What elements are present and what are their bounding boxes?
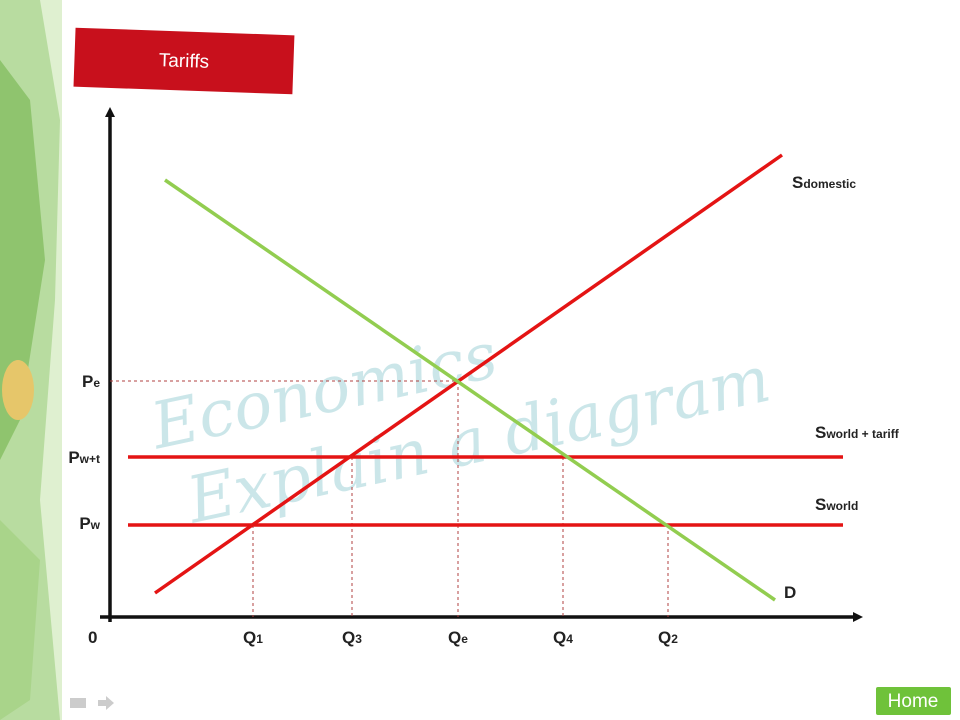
decoration bbox=[0, 0, 62, 720]
label-sub: e bbox=[461, 632, 468, 646]
button-label[interactable]: Home bbox=[888, 691, 939, 712]
label-sub: domestic bbox=[803, 177, 856, 191]
axis-label: Q4 bbox=[553, 628, 573, 647]
label-sub: world bbox=[825, 499, 858, 513]
label-sub: 4 bbox=[566, 632, 573, 646]
label-main: Q bbox=[342, 628, 355, 647]
curve-label: Sdomestic bbox=[792, 173, 856, 192]
label-main: P bbox=[68, 448, 79, 467]
label-main: Q bbox=[243, 628, 256, 647]
title: Tariffs bbox=[158, 50, 209, 73]
label-main: S bbox=[815, 495, 826, 514]
axis-label: Pw bbox=[79, 514, 100, 533]
label-sub: w+t bbox=[79, 452, 100, 466]
axis-label: Qe bbox=[448, 628, 468, 647]
home-button[interactable]: Home bbox=[874, 685, 953, 717]
curve-label: Sworld bbox=[815, 495, 858, 514]
demand-curve bbox=[164, 178, 776, 602]
curve-label: D bbox=[784, 583, 796, 602]
label-main: S bbox=[815, 423, 826, 442]
label-sub: 2 bbox=[671, 632, 678, 646]
title-banner: Tariffs bbox=[70, 24, 298, 98]
label-main: P bbox=[82, 372, 93, 391]
label-sub: w bbox=[90, 518, 101, 532]
label-main: Q bbox=[448, 628, 461, 647]
label-main: Q bbox=[658, 628, 671, 647]
guides bbox=[110, 380, 669, 617]
axis-label: Q1 bbox=[243, 628, 263, 647]
label-main: S bbox=[792, 173, 803, 192]
axis-label: Q3 bbox=[342, 628, 362, 647]
label-main: P bbox=[79, 514, 90, 533]
axis-label: Q2 bbox=[658, 628, 678, 647]
label-main: Q bbox=[553, 628, 566, 647]
axis-label: Pe bbox=[82, 372, 100, 391]
label-sub: world + tariff bbox=[825, 427, 899, 441]
origin-label: 0 bbox=[88, 628, 97, 647]
curve-label: Sworld + tariff bbox=[815, 423, 900, 442]
domestic-supply bbox=[153, 153, 784, 595]
watermark: Economics Explain a diagram bbox=[144, 319, 777, 539]
axis-label: Pw+t bbox=[68, 448, 100, 467]
nav-icons bbox=[70, 696, 114, 710]
label-sub: 3 bbox=[355, 632, 362, 646]
label-sub: 1 bbox=[256, 632, 263, 646]
label-sub: e bbox=[93, 376, 100, 390]
